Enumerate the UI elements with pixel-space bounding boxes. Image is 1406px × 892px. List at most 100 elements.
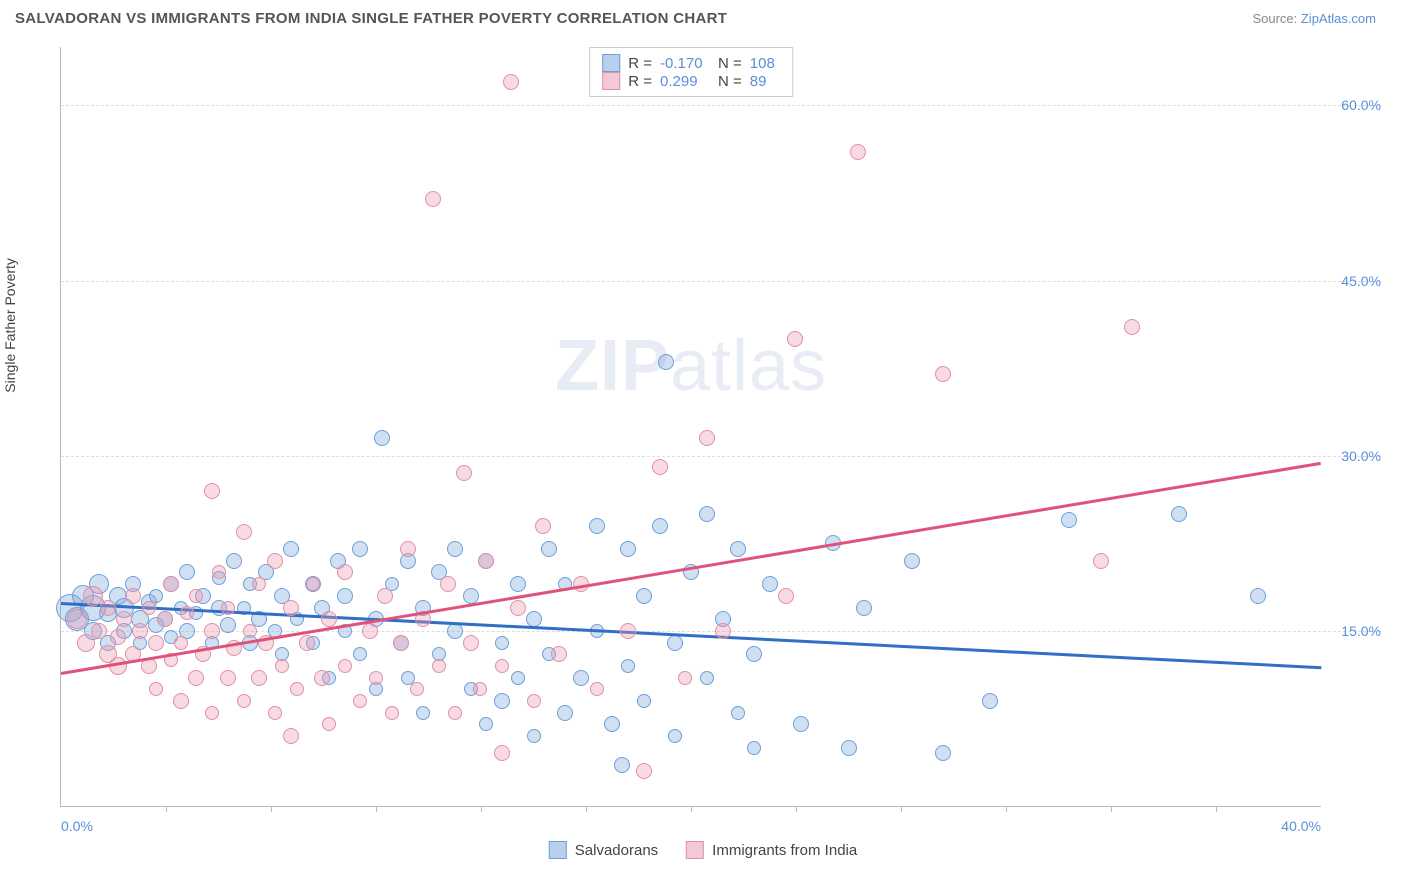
data-point	[541, 541, 557, 557]
data-point	[1061, 512, 1077, 528]
data-point	[91, 623, 107, 639]
data-point	[148, 635, 164, 651]
data-point	[220, 670, 236, 686]
data-point	[283, 600, 299, 616]
legend-swatch	[549, 841, 567, 859]
data-point	[535, 518, 551, 534]
data-point	[590, 682, 604, 696]
data-point	[338, 659, 352, 673]
data-point	[212, 565, 226, 579]
legend-swatch	[686, 841, 704, 859]
chart-title: SALVADORAN VS IMMIGRANTS FROM INDIA SING…	[15, 10, 727, 27]
data-point	[252, 577, 266, 591]
data-point	[479, 717, 493, 731]
data-point	[841, 740, 857, 756]
n-value: 89	[750, 73, 780, 90]
data-point	[700, 671, 714, 685]
data-point	[393, 635, 409, 651]
data-point	[778, 588, 794, 604]
data-point	[448, 706, 462, 720]
legend-item: Immigrants from India	[686, 841, 857, 859]
data-point	[463, 635, 479, 651]
y-tick-label: 30.0%	[1341, 448, 1381, 464]
r-value: 0.299	[660, 73, 710, 90]
x-tick	[796, 806, 797, 812]
data-point	[322, 717, 336, 731]
x-tick	[1111, 806, 1112, 812]
data-point	[204, 623, 220, 639]
data-point	[110, 629, 126, 645]
data-point	[236, 524, 252, 540]
data-point	[337, 564, 353, 580]
x-tick	[166, 806, 167, 812]
source-link[interactable]: ZipAtlas.com	[1301, 11, 1376, 26]
data-point	[374, 430, 390, 446]
data-point	[456, 465, 472, 481]
data-point	[163, 576, 179, 592]
data-point	[614, 757, 630, 773]
data-point	[180, 606, 194, 620]
data-point	[652, 518, 668, 534]
series-legend: Salvadorans Immigrants from India	[549, 841, 857, 859]
data-point	[478, 553, 494, 569]
data-point	[67, 609, 87, 629]
x-tick	[376, 806, 377, 812]
data-point	[157, 611, 173, 627]
gridline	[61, 281, 1381, 282]
data-point	[142, 601, 156, 615]
data-point	[1093, 553, 1109, 569]
x-tick	[586, 806, 587, 812]
data-point	[620, 541, 636, 557]
data-point	[179, 564, 195, 580]
data-point	[410, 682, 424, 696]
data-point	[1250, 588, 1266, 604]
data-point	[652, 459, 668, 475]
watermark-bold: ZIP	[555, 326, 670, 406]
gridline	[61, 105, 1381, 106]
data-point	[377, 588, 393, 604]
x-tick-label: 0.0%	[61, 818, 93, 834]
data-point	[747, 741, 761, 755]
n-value: 108	[750, 55, 780, 72]
data-point	[173, 693, 189, 709]
data-point	[425, 191, 441, 207]
data-point	[283, 728, 299, 744]
data-point	[699, 506, 715, 522]
data-point	[495, 636, 509, 650]
data-point	[416, 706, 430, 720]
data-point	[1124, 319, 1140, 335]
data-point	[283, 541, 299, 557]
data-point	[100, 600, 116, 616]
data-point	[667, 635, 683, 651]
y-tick-label: 60.0%	[1341, 97, 1381, 113]
data-point	[243, 624, 257, 638]
source-attribution: Source: ZipAtlas.com	[1252, 11, 1376, 26]
data-point	[204, 483, 220, 499]
r-label: R =	[628, 73, 652, 90]
x-tick	[481, 806, 482, 812]
data-point	[526, 611, 542, 627]
data-point	[621, 659, 635, 673]
data-point	[299, 635, 315, 651]
legend-label: Salvadorans	[575, 842, 658, 859]
data-point	[321, 611, 337, 627]
stats-row: R =0.299N =89	[602, 72, 780, 90]
x-tick	[271, 806, 272, 812]
n-label: N =	[718, 55, 742, 72]
correlation-stats-box: R =-0.170N =108R =0.299N =89	[589, 47, 793, 97]
data-point	[699, 430, 715, 446]
data-point	[237, 694, 251, 708]
data-point	[440, 576, 456, 592]
x-tick-label: 40.0%	[1281, 818, 1321, 834]
data-point	[337, 588, 353, 604]
data-point	[904, 553, 920, 569]
legend-label: Immigrants from India	[712, 842, 857, 859]
series-swatch	[602, 72, 620, 90]
data-point	[290, 682, 304, 696]
data-point	[116, 611, 132, 627]
x-tick	[1006, 806, 1007, 812]
data-point	[527, 694, 541, 708]
data-point	[362, 623, 378, 639]
data-point	[1171, 506, 1187, 522]
data-point	[432, 659, 446, 673]
